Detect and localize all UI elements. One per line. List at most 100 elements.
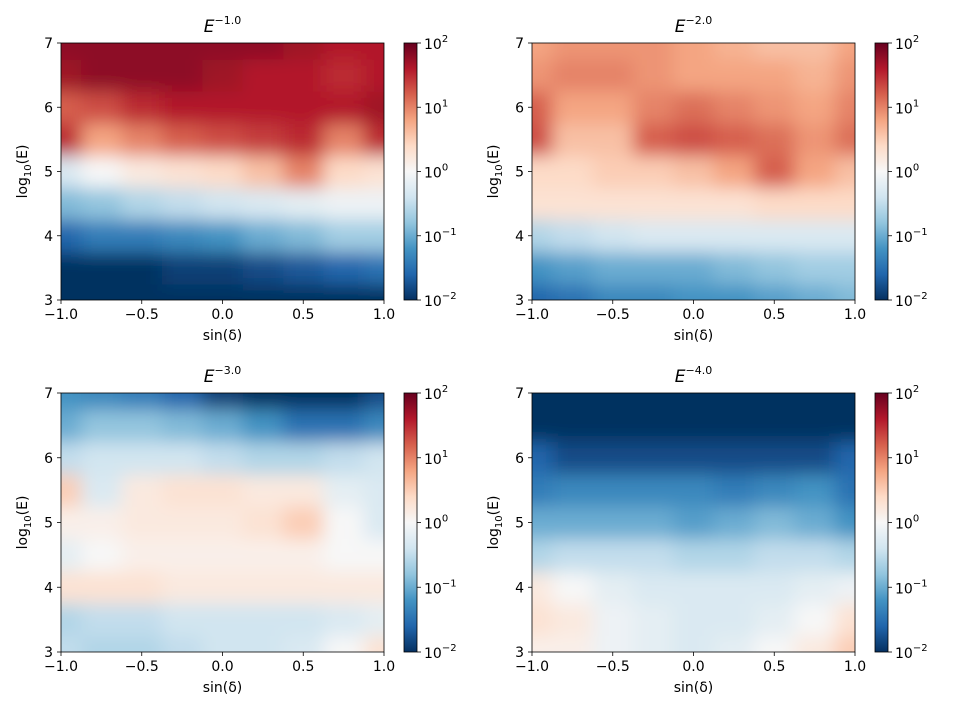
heatmap-cell [242,59,284,92]
heatmap-cell [754,441,795,475]
heatmap-cell [673,59,715,92]
x-axis-label: sin(δ) [674,680,714,696]
colorbar-tick-base: 10 [895,166,913,182]
heatmap-cell [673,43,715,60]
heatmap-cell [161,393,203,410]
colorbar-tick-label: 102 [895,384,919,403]
heatmap-cell [532,43,553,60]
heatmap-cell [61,219,82,253]
heatmap-cell [592,635,634,652]
heatmap-cell [834,43,855,60]
y-label-base: log [486,528,502,549]
colorbar-tick-label: 102 [895,34,919,53]
heatmap-cells [61,43,384,300]
heatmap-cell [754,187,795,221]
heatmap-cell [713,473,755,507]
heatmap-cell [673,441,715,475]
heatmap-cell [81,506,123,540]
colorbar-tick-base: 10 [895,230,913,246]
heatmap-cell [61,506,82,540]
heatmap-cell [532,123,553,156]
colorbar-tick-base: 10 [424,166,442,182]
x-tick-label: 1.0 [844,307,866,323]
heatmap-cell [834,187,855,221]
heatmap-cell [202,59,244,92]
colorbar-tick-label: 10−2 [895,643,928,662]
heatmap-cell [202,603,244,637]
heatmap-cell [363,219,384,253]
heatmap-cell [592,251,634,285]
heatmap-cell [673,473,715,507]
heatmap-cell [363,91,384,124]
colorbar-tick-base: 10 [895,294,913,310]
heatmap-cell [323,473,365,507]
heatmap-cell [363,538,384,572]
heatmap-cell [323,393,365,410]
heatmap-cell [632,187,674,221]
heatmap-cell [532,409,553,443]
colorbar-tick-base: 10 [424,294,442,310]
heatmap-cell [242,473,284,507]
heatmap-cell [673,393,715,410]
title-base: E [204,17,215,37]
heatmap-cell [121,123,163,156]
heatmap-cells [61,393,384,652]
y-tick-label: 5 [44,516,53,532]
colorbar [874,42,889,301]
heatmap-cell [552,187,594,221]
y-tick-label: 5 [515,516,524,532]
heatmap-cell [592,187,634,221]
heatmap-cell [673,251,715,285]
y-label-base: log [15,177,31,198]
y-tick-label: 3 [515,645,524,661]
heatmap-cell [632,393,674,410]
heatmap-cell [81,59,123,92]
heatmap-cell [81,43,123,60]
heatmap-cell [532,155,553,189]
y-tick-label: 4 [515,229,524,245]
heatmap-cell [81,219,123,253]
heatmap-cell [283,251,324,285]
heatmap-cell [242,635,284,652]
heatmap-cell [323,571,365,604]
heatmap-cell [632,538,674,572]
heatmap-cell [283,603,324,637]
heatmap-cell [754,603,795,637]
heatmap-cell [754,571,795,604]
heatmap-cell [61,571,82,604]
x-axis-label: sin(δ) [203,328,243,344]
heatmap-cell [713,393,755,410]
colorbar-tick-exponent: 2 [913,34,919,45]
heatmap-cell [673,538,715,572]
heatmap-cell [552,506,594,540]
heatmap-cell [592,59,634,92]
heatmap-cell [754,393,795,410]
heatmap [61,393,384,652]
heatmap-cell [713,283,755,300]
heatmap-cell [552,409,594,443]
heatmap-cell [834,571,855,604]
title-exponent: −4.0 [686,364,713,377]
heatmap-cell [283,123,324,156]
heatmap-cell [794,59,836,92]
y-label-rest: (E) [15,496,31,516]
heatmap-cell [61,155,82,189]
heatmap-cell [552,571,594,604]
heatmap-cell [61,187,82,221]
y-axis-label: log10(E) [486,496,505,550]
colorbar-tick-base: 10 [424,517,442,533]
heatmap-cell [242,251,284,285]
heatmap-cell [121,59,163,92]
y-label-base: log [486,177,502,198]
heatmap-cell [363,251,384,285]
heatmap-cell [552,603,594,637]
heatmap-cell [834,251,855,285]
heatmap-cell [673,506,715,540]
heatmap-cell [834,635,855,652]
heatmap-cell [592,441,634,475]
heatmap-cell [161,155,203,189]
heatmap-cell [713,506,755,540]
heatmap-cell [713,538,755,572]
colorbar-tick-base: 10 [424,452,442,468]
heatmap-cell [363,571,384,604]
